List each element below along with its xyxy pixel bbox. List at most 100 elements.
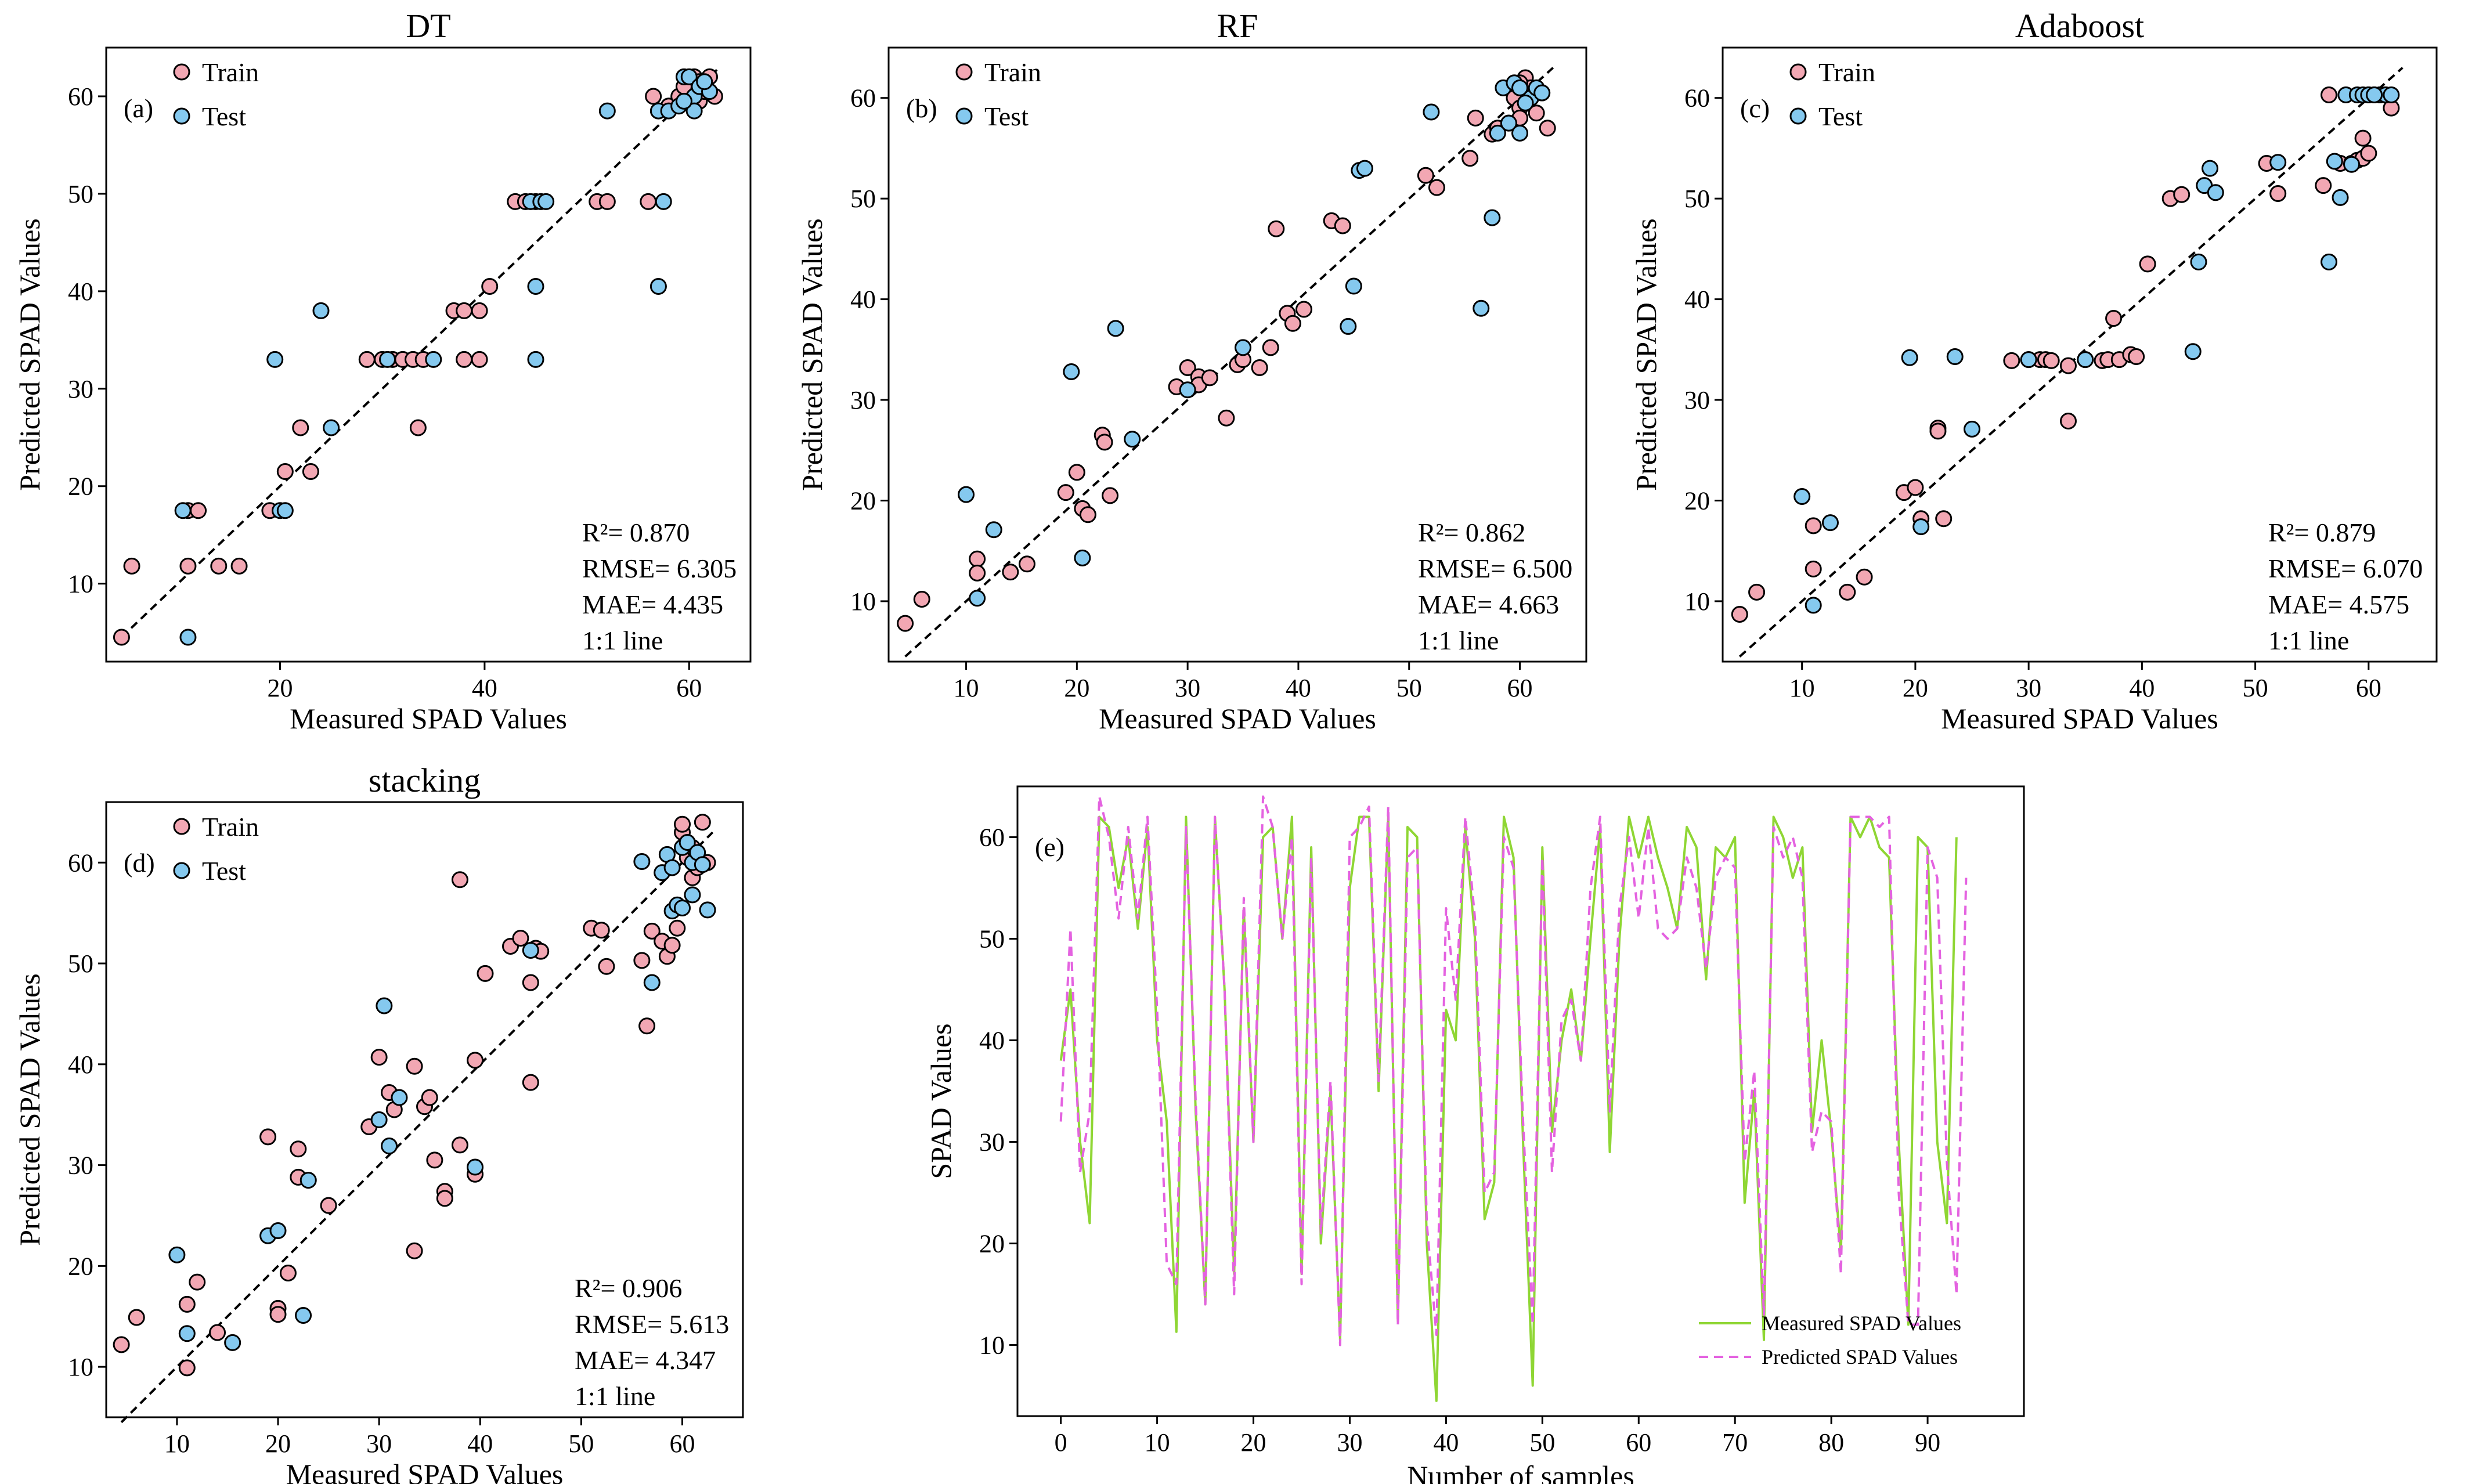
y-tick-label: 20 (68, 1252, 93, 1280)
y-tick-label: 10 (68, 1353, 93, 1381)
train-point (2139, 255, 2156, 273)
y-tick-label: 50 (68, 949, 93, 978)
y-tick-label: 40 (68, 1050, 93, 1079)
x-tick-label: 10 (164, 1429, 190, 1458)
panel-e: 0 10 20 30 40 50 60 70 80 90 10 20 30 40 50 60 Number of… (925, 785, 2025, 1484)
train-point (178, 1295, 196, 1313)
train-point (1539, 120, 1556, 137)
train-point (421, 1089, 438, 1106)
test-point (684, 886, 701, 904)
test-point (1517, 94, 1534, 111)
panel-label: (a) (124, 93, 153, 123)
x-tick-label: 80 (1818, 1428, 1844, 1457)
train-point (279, 1265, 297, 1282)
test-point (1489, 124, 1506, 142)
train-point (1461, 150, 1479, 167)
test-point (2020, 351, 2037, 369)
test-point (2202, 160, 2219, 177)
test-point (1805, 597, 1822, 614)
series-train (1731, 86, 2400, 623)
line-label-text: 1:1 line (582, 626, 663, 655)
x-tick-label: 40 (2129, 674, 2155, 702)
train-point (638, 1017, 656, 1035)
train-point (436, 1190, 453, 1207)
y-tick-label: 60 (979, 824, 1005, 852)
test-point (1912, 518, 1930, 536)
train-point (406, 1057, 423, 1075)
test-point (2383, 86, 2400, 104)
legend-label-test: Test (202, 856, 246, 886)
train-point (1528, 104, 1545, 122)
y-tick-label: 50 (979, 925, 1005, 954)
train-point (471, 351, 488, 368)
test-point (1484, 209, 1501, 226)
r2-text: R²= 0.870 (582, 518, 690, 547)
test-point (685, 102, 703, 120)
test-point (1793, 488, 1811, 506)
test-point (958, 486, 975, 503)
x-tick-label: 90 (1915, 1428, 1940, 1457)
train-point (1839, 583, 1856, 601)
series-test (168, 834, 716, 1351)
test-point (679, 834, 696, 851)
test-point (598, 102, 616, 120)
train-point (456, 351, 473, 368)
test-point (323, 419, 340, 436)
train-point (969, 550, 986, 568)
train-point (190, 502, 207, 519)
train-point (663, 937, 681, 954)
test-point (1235, 339, 1252, 356)
train-point (1748, 583, 1766, 601)
y-tick-label: 30 (68, 375, 93, 403)
y-tick-label: 30 (68, 1151, 93, 1180)
test-point (269, 1222, 287, 1240)
train-point (640, 193, 657, 210)
test-point (1901, 349, 1918, 366)
test-point (312, 302, 330, 319)
y-tick-label: 60 (68, 82, 93, 111)
train-point (123, 557, 140, 575)
mae-text: MAE= 4.575 (2268, 590, 2409, 619)
test-point (1946, 348, 1964, 365)
y-tick-label: 40 (979, 1027, 1005, 1055)
train-point (178, 1359, 196, 1377)
train-point (477, 965, 494, 982)
y-tick-label: 20 (979, 1230, 1005, 1258)
line-label-text: 1:1 line (2268, 626, 2349, 655)
test-point (1511, 124, 1529, 142)
train-point (1201, 369, 1218, 387)
train-point (645, 88, 662, 105)
series-test (1793, 86, 2400, 614)
train-point (522, 974, 539, 991)
test-point (985, 521, 1002, 539)
train-point (2042, 352, 2060, 369)
train-point (1805, 560, 1822, 577)
y-tick-label: 10 (68, 570, 93, 598)
y-tick-label: 30 (979, 1128, 1005, 1157)
test-point (1423, 103, 1440, 121)
legend-marker-train (173, 63, 190, 81)
x-tick-label: 20 (1241, 1428, 1266, 1457)
test-point (649, 277, 667, 295)
train-point (2354, 129, 2372, 147)
y-tick-label: 20 (68, 472, 93, 501)
test-point (467, 1158, 484, 1176)
test-point (299, 1172, 317, 1189)
train-point (113, 629, 130, 646)
test-point (295, 1306, 312, 1324)
x-axis-label: Measured SPAD Values (1941, 702, 2218, 735)
x-tick-label: 60 (2356, 674, 2381, 702)
train-point (1268, 220, 1285, 237)
plot-frame (887, 46, 1587, 663)
test-point (522, 941, 539, 959)
train-point (1295, 301, 1312, 318)
test-point (1179, 381, 1196, 399)
rmse-text: RMSE= 6.305 (582, 554, 737, 583)
legend-label-train: Train (202, 812, 259, 842)
y-tick-label: 60 (1684, 84, 1710, 113)
y-tick-label: 30 (850, 386, 876, 414)
train-point (1856, 568, 1873, 586)
y-axis-label: Predicted SPAD Values (796, 218, 828, 490)
r2-text: R²= 0.906 (575, 1273, 682, 1303)
